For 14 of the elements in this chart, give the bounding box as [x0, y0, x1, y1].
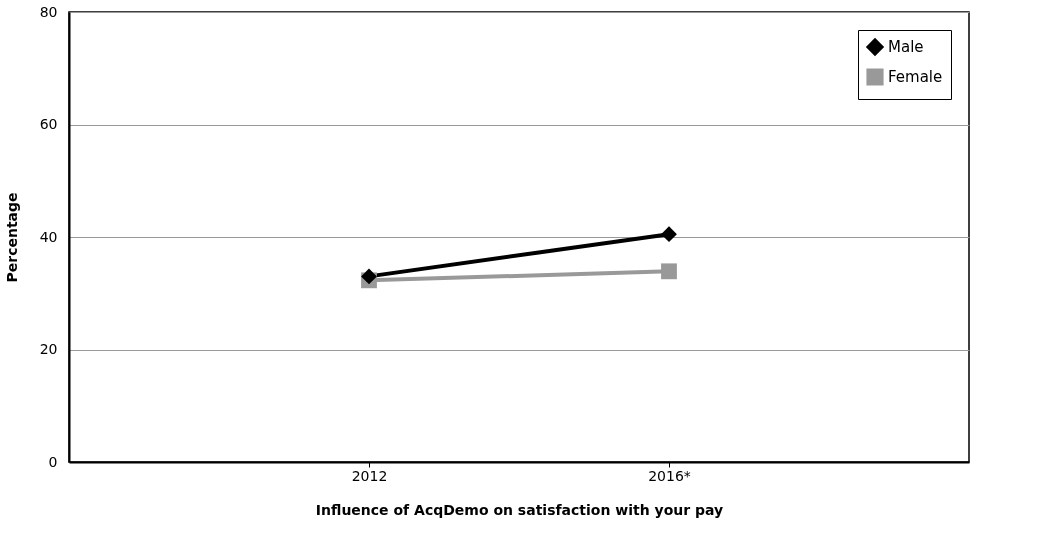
legend-label: Female: [888, 68, 943, 86]
y-tick-label: 20: [39, 341, 58, 357]
y-axis-title: Percentage: [3, 192, 20, 283]
legend-label: Male: [888, 38, 924, 56]
point: [661, 226, 677, 243]
y-tick-label: 40: [39, 228, 58, 245]
y-tick-label: 60: [39, 116, 58, 132]
y-tick-label: 0: [48, 453, 58, 470]
x-tick-label: 2016*: [648, 467, 691, 484]
point: [661, 263, 677, 280]
x-tick-label: 2012: [351, 467, 388, 484]
x-axis-title: Influence of AcqDemo on satisfaction with your pay: [315, 501, 724, 518]
point: [361, 268, 377, 285]
y-tick-label: 80: [39, 3, 58, 20]
